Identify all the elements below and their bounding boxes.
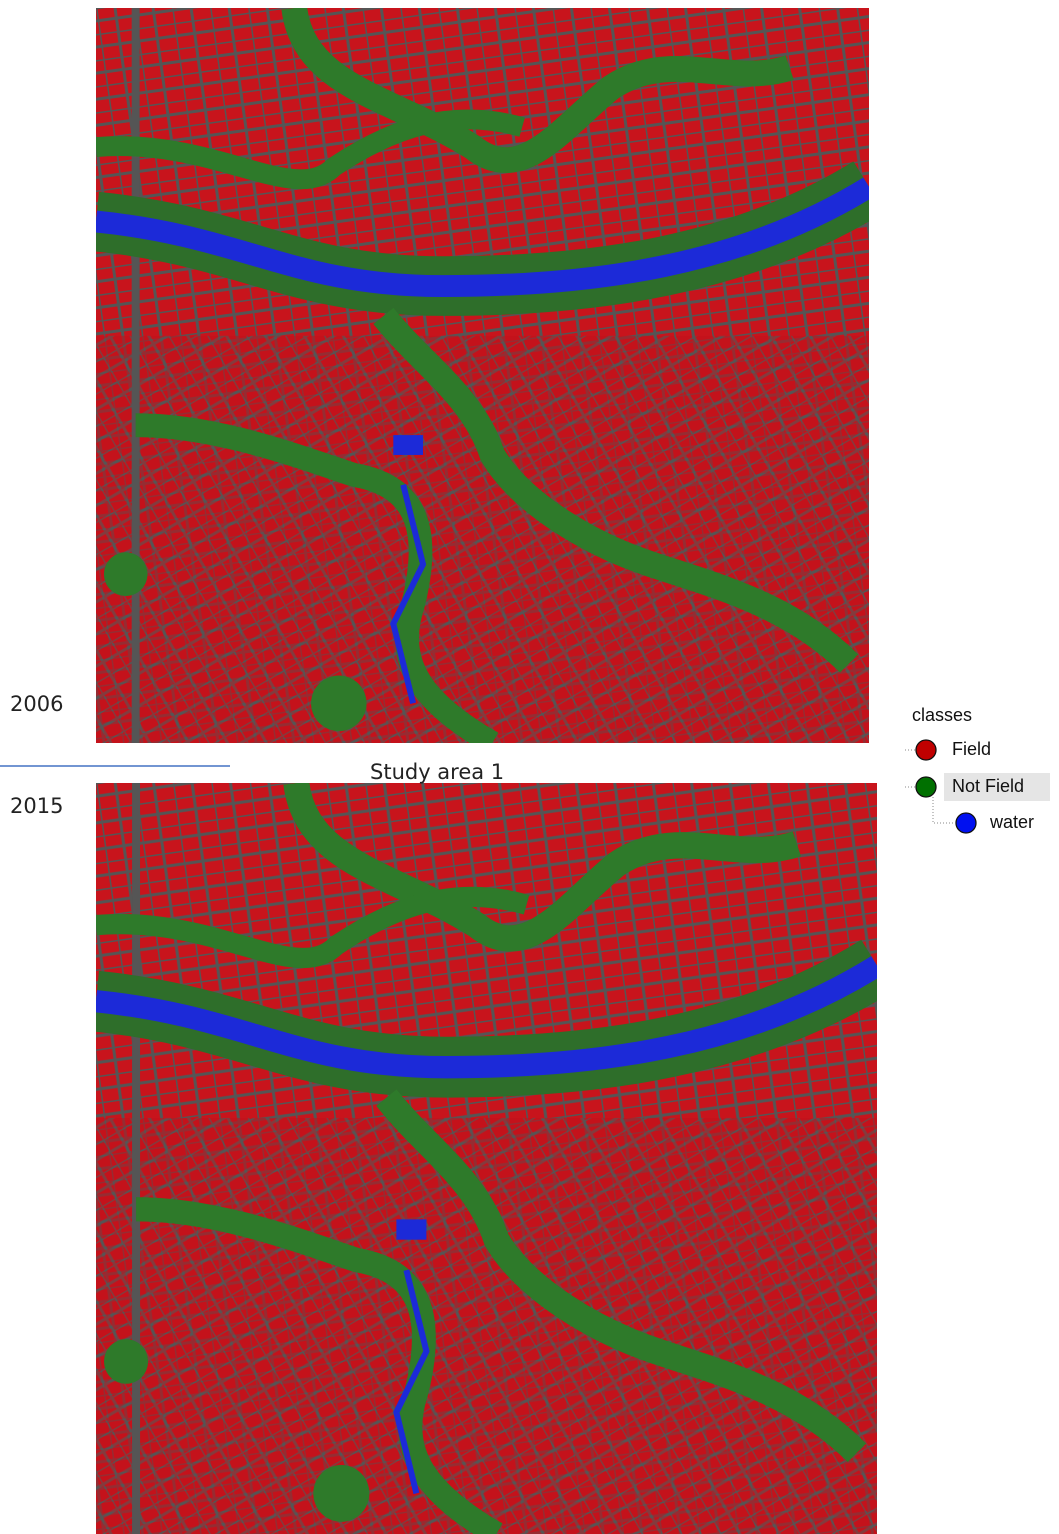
legend-label: Not Field	[952, 776, 1024, 797]
map-2015	[96, 783, 877, 1534]
year-label: 2015	[10, 794, 63, 818]
legend-label: water	[990, 812, 1034, 833]
legend-label: Field	[952, 739, 991, 760]
legend-swatch	[916, 740, 936, 760]
legend-swatch	[916, 777, 936, 797]
caption: Study area 1	[370, 760, 504, 784]
maps	[0, 0, 1059, 1534]
legend-swatch	[956, 813, 976, 833]
page: 2006 2015 Study area 1 classes Field Not…	[0, 0, 1059, 1534]
map-2006	[96, 8, 869, 743]
year-label: 2006	[10, 692, 63, 716]
legend-title: classes	[912, 705, 972, 726]
